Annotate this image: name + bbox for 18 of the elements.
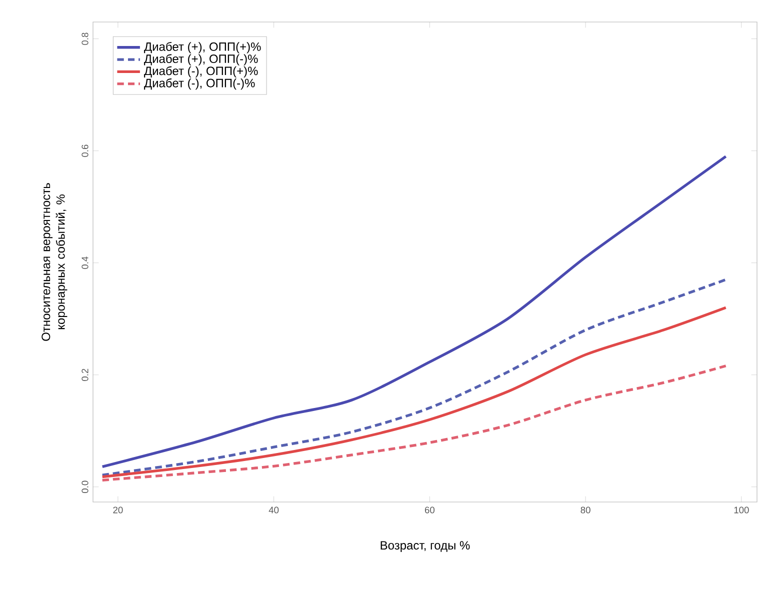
legend-label: Диабет (-), ОПП(+)% (144, 66, 258, 78)
x-tick-label: 40 (268, 506, 279, 514)
x-tick-label: 60 (424, 506, 435, 514)
line-series (101, 364, 728, 482)
line-series (101, 155, 728, 468)
x-tick-label: 20 (113, 506, 123, 514)
legend-label: Диабет (+), ОПП(+)% (144, 42, 261, 54)
y-tick-label: 0.8 (82, 32, 88, 45)
legend-label: Диабет (-), ОПП(-)% (144, 78, 255, 90)
y-axis-title: Относительная вероятность коронарных событий, % (42, 183, 68, 341)
y-tick-label: 0.0 (82, 480, 88, 494)
y-tick-label: 0.6 (82, 144, 88, 157)
y-tick-label: 0.4 (82, 256, 88, 269)
x-axis-title: Возраст, годы % (380, 541, 470, 552)
legend-label: Диабет (+), ОПП(-)% (144, 54, 258, 66)
x-tick-label: 100 (734, 506, 749, 514)
y-tick-label: 0.2 (82, 368, 88, 381)
x-tick-label: 80 (580, 506, 590, 514)
